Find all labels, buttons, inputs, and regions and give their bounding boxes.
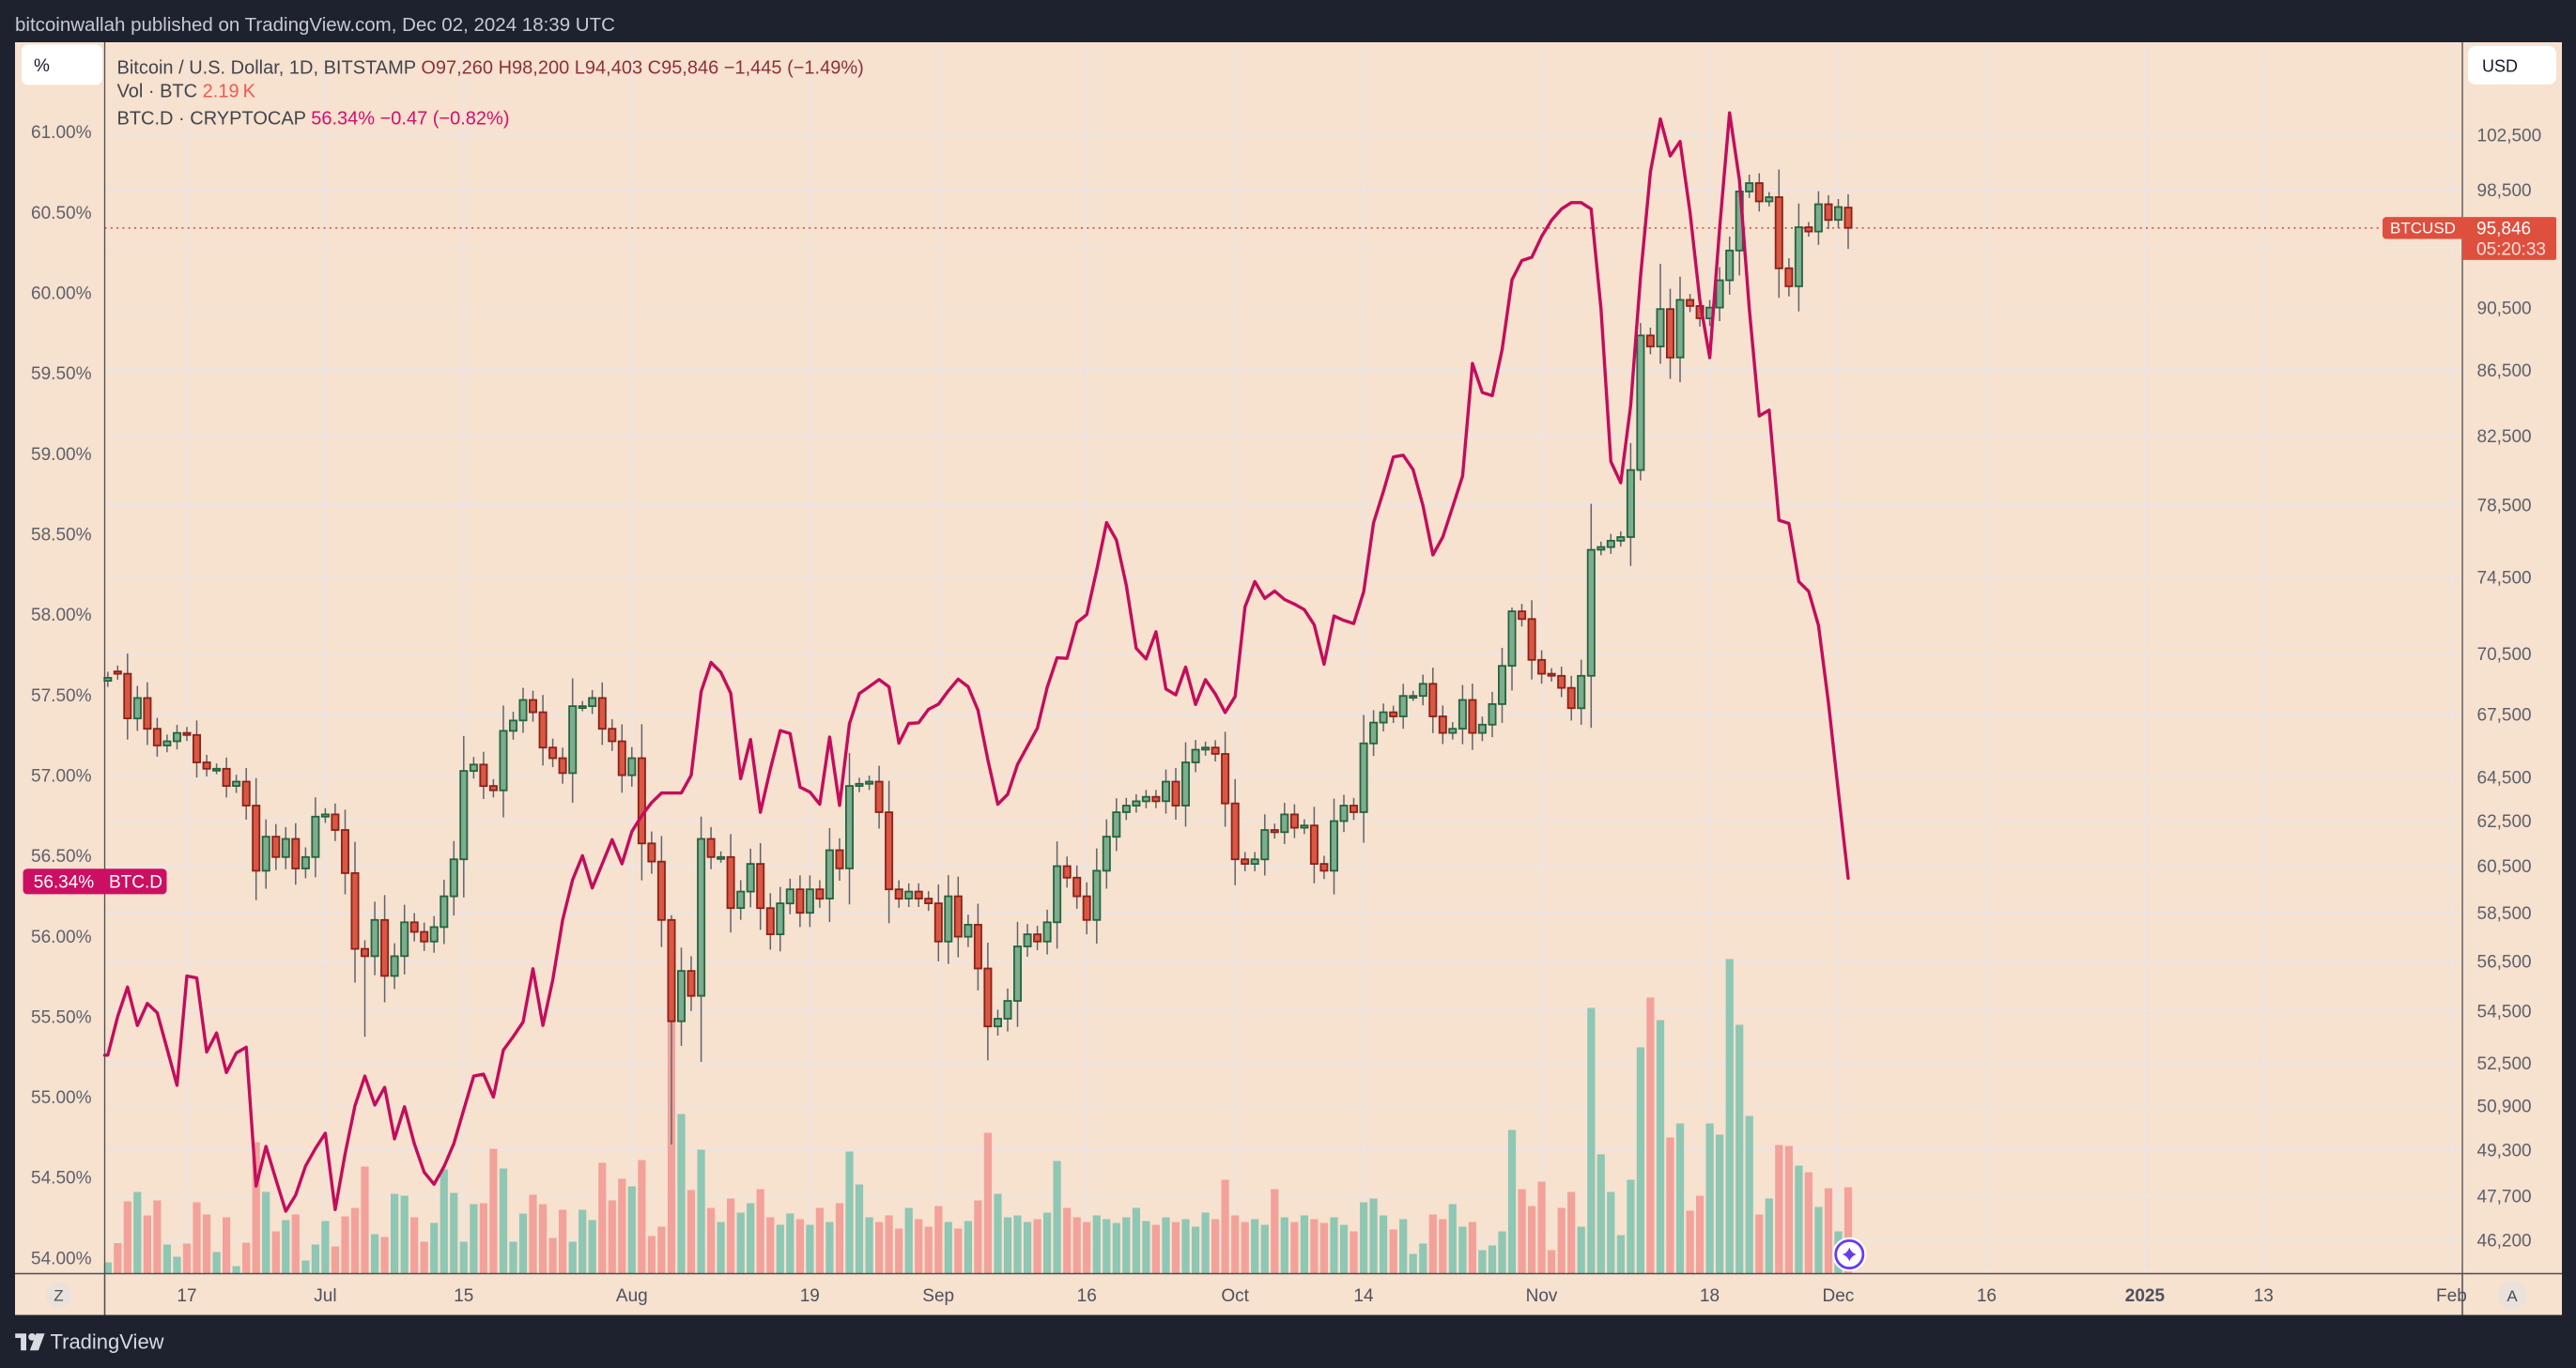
svg-text:17: 17	[177, 1286, 196, 1306]
svg-text:59.50%: 59.50%	[31, 364, 92, 384]
svg-text:13: 13	[2254, 1286, 2274, 1306]
svg-text:60.50%: 60.50%	[31, 204, 92, 223]
svg-text:Nov: Nov	[1526, 1286, 1558, 1306]
svg-text:70,500: 70,500	[2477, 645, 2532, 665]
svg-text:16: 16	[1977, 1286, 1997, 1306]
svg-text:56.50%: 56.50%	[31, 847, 92, 867]
svg-text:2025: 2025	[2125, 1286, 2166, 1306]
svg-text:49,300: 49,300	[2477, 1142, 2532, 1161]
svg-text:58,500: 58,500	[2477, 904, 2532, 924]
svg-text:62,500: 62,500	[2477, 812, 2532, 832]
svg-text:15: 15	[454, 1286, 473, 1306]
svg-text:50,900: 50,900	[2477, 1098, 2532, 1117]
svg-text:14: 14	[1353, 1286, 1374, 1306]
svg-text:86,500: 86,500	[2477, 361, 2532, 381]
svg-text:16: 16	[1077, 1286, 1097, 1306]
svg-text:82,500: 82,500	[2477, 427, 2532, 447]
svg-text:USD: USD	[2482, 56, 2518, 75]
svg-text:58.50%: 58.50%	[31, 525, 92, 545]
svg-text:64,500: 64,500	[2477, 769, 2532, 789]
svg-text:Feb: Feb	[2436, 1286, 2467, 1306]
svg-text:BTC.D: BTC.D	[109, 873, 162, 893]
svg-text:Dec: Dec	[1823, 1286, 1855, 1306]
svg-text:55.50%: 55.50%	[31, 1007, 92, 1027]
svg-text:54.00%: 54.00%	[31, 1249, 92, 1268]
svg-text:60.00%: 60.00%	[31, 284, 92, 303]
svg-text:19: 19	[800, 1286, 820, 1306]
svg-text:57.50%: 57.50%	[31, 686, 92, 706]
svg-text:bitcoinwallah published on Tra: bitcoinwallah published on TradingView.c…	[15, 14, 615, 36]
svg-text:BTCUSD: BTCUSD	[2390, 219, 2456, 237]
svg-text:A: A	[2507, 1287, 2518, 1305]
svg-text:60,500: 60,500	[2477, 857, 2532, 877]
svg-text:Vol · BTC 2.19 K: Vol · BTC 2.19 K	[117, 82, 256, 102]
svg-text:90,500: 90,500	[2477, 299, 2532, 318]
svg-text:47,700: 47,700	[2477, 1187, 2532, 1207]
svg-text:Sep: Sep	[922, 1286, 954, 1306]
svg-text:Oct: Oct	[1221, 1286, 1249, 1306]
svg-text:%: %	[34, 56, 50, 76]
svg-text:95,846: 95,846	[2476, 220, 2531, 239]
svg-text:Bitcoin / U.S. Dollar, 1D, BIT: Bitcoin / U.S. Dollar, 1D, BITSTAMP O97,…	[117, 58, 864, 79]
svg-text:Jul: Jul	[314, 1286, 336, 1306]
svg-text:56.34%: 56.34%	[34, 873, 95, 893]
svg-text:TradingView: TradingView	[51, 1330, 164, 1354]
svg-text:59.00%: 59.00%	[31, 445, 92, 465]
svg-text:52,500: 52,500	[2477, 1054, 2532, 1074]
svg-text:Aug: Aug	[616, 1286, 648, 1306]
svg-text:61.00%: 61.00%	[31, 123, 92, 143]
svg-text:54,500: 54,500	[2477, 1003, 2532, 1022]
svg-text:55.00%: 55.00%	[31, 1088, 92, 1108]
svg-text:BTC.D · CRYPTOCAP 56.34% −0.: BTC.D · CRYPTOCAP 56.34% −0.47 (−0.82%)	[117, 109, 510, 130]
svg-text:05:20:33: 05:20:33	[2476, 239, 2546, 259]
svg-text:56.00%: 56.00%	[31, 928, 92, 947]
svg-text:54.50%: 54.50%	[31, 1169, 92, 1189]
svg-text:18: 18	[1700, 1286, 1720, 1306]
svg-text:67,500: 67,500	[2477, 706, 2532, 726]
svg-text:58.00%: 58.00%	[31, 606, 92, 625]
svg-text:98,500: 98,500	[2477, 181, 2532, 201]
svg-text:74,500: 74,500	[2477, 569, 2532, 589]
svg-text:102,500: 102,500	[2477, 126, 2542, 146]
svg-text:78,500: 78,500	[2477, 496, 2532, 515]
svg-text:46,200: 46,200	[2477, 1232, 2532, 1252]
svg-text:Z: Z	[54, 1287, 63, 1305]
svg-text:57.00%: 57.00%	[31, 766, 92, 786]
svg-text:56,500: 56,500	[2477, 952, 2532, 972]
